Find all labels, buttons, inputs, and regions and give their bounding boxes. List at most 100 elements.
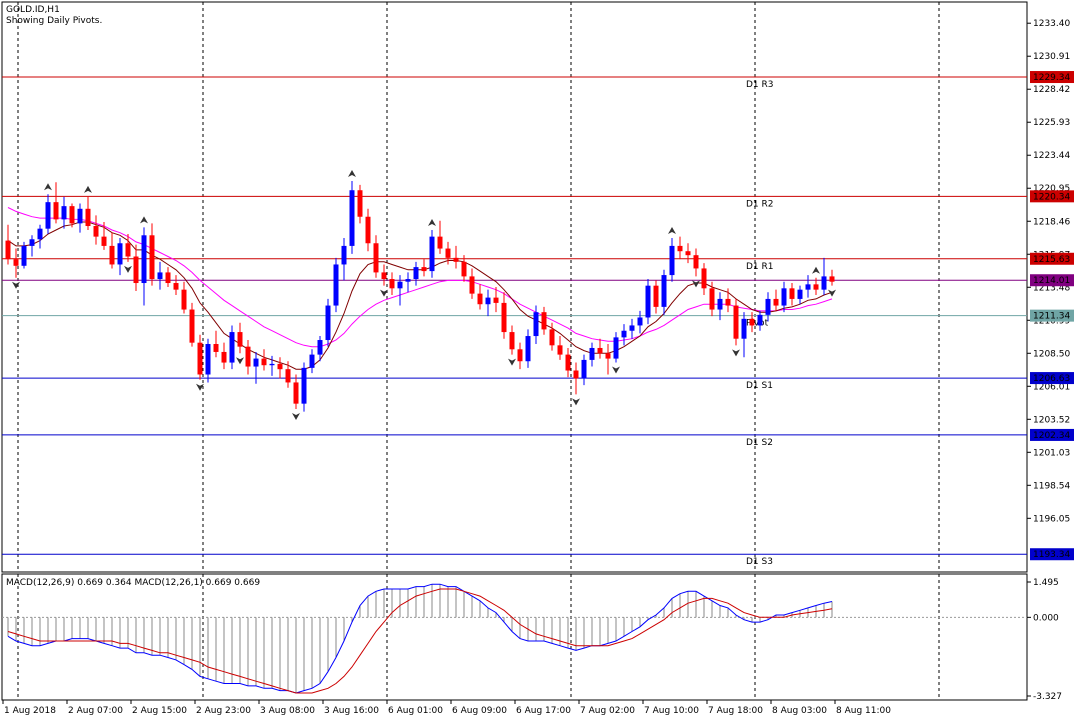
candle-body <box>109 245 115 265</box>
candle-body <box>773 298 779 306</box>
level-price-tag <box>1030 71 1074 84</box>
candle-body <box>261 358 267 366</box>
x-tick-label: 7 Aug 18:00 <box>708 706 763 716</box>
candle-body <box>221 351 227 363</box>
fractal-down-marker <box>692 280 700 288</box>
level-price-label: 1202.34 <box>1033 431 1070 441</box>
candle-body <box>757 314 763 326</box>
level-text-d1-s2: D1 S2 <box>746 438 773 448</box>
level-price-label: 1215.63 <box>1033 255 1070 265</box>
candle-body <box>117 243 123 265</box>
fractal-down-marker <box>572 398 580 406</box>
candle-body <box>581 359 587 379</box>
candle-body <box>149 235 155 280</box>
candle-body <box>597 347 603 354</box>
fractal-up-marker <box>668 226 676 234</box>
candle-body <box>805 284 811 290</box>
candle-body <box>533 312 539 337</box>
candle-body <box>45 202 51 229</box>
candle-body <box>21 245 27 266</box>
candle-body <box>325 305 331 341</box>
candle-body <box>365 216 371 244</box>
candle-body <box>469 276 475 294</box>
level-text-d1-s1: D1 S1 <box>746 381 773 391</box>
x-tick-label: 8 Aug 11:00 <box>836 706 891 716</box>
candle-body <box>429 236 435 272</box>
candle-body <box>781 288 787 306</box>
fractal-down-marker <box>196 383 204 391</box>
symbol-label: GOLD.ID,H1 <box>6 5 60 15</box>
candle-body <box>405 279 411 282</box>
candle-body <box>245 346 251 367</box>
level-price-label: 1214.01 <box>1033 276 1070 286</box>
y-tick-label: 1198.54 <box>1033 481 1070 491</box>
level-text-d1-r3: D1 R3 <box>746 80 774 90</box>
level-text-d1-r2: D1 R2 <box>746 199 774 209</box>
fractal-up-marker <box>44 183 52 191</box>
candle-body <box>613 337 619 359</box>
price-panel-frame <box>1 1 1028 573</box>
level-price-label: 1206.63 <box>1033 374 1070 384</box>
candle-body <box>413 267 419 280</box>
candle-body <box>173 283 179 290</box>
macd-signal-line <box>7 588 833 694</box>
level-price-label: 1211.34 <box>1033 312 1070 322</box>
candle-body <box>285 369 291 383</box>
candle-body <box>189 309 195 343</box>
level-price-tag <box>1030 190 1074 203</box>
candle-body <box>653 285 659 307</box>
level-price-tag <box>1030 372 1074 385</box>
candle-body <box>661 275 667 307</box>
y-tick-label: 1230.91 <box>1033 52 1070 62</box>
level-price-tag <box>1030 428 1074 441</box>
fractal-down-marker <box>828 289 836 297</box>
candle-body <box>637 317 643 326</box>
candle-body <box>381 272 387 280</box>
x-tick-label: 6 Aug 01:00 <box>388 706 443 716</box>
macd-y-tick-label: 1.495 <box>1033 578 1059 588</box>
macd-y-tick-label: -3.327 <box>1033 692 1062 702</box>
ma-slow-line <box>7 207 833 348</box>
candle-body <box>13 259 19 266</box>
x-tick-label: 2 Aug 15:00 <box>132 706 187 716</box>
level-price-label: 1220.34 <box>1033 192 1070 202</box>
x-tick-label: 1 Aug 2018 <box>4 706 56 716</box>
candle-body <box>133 256 139 284</box>
candle-body <box>525 336 531 362</box>
candle-body <box>765 298 771 315</box>
candle-body <box>93 226 99 237</box>
candle-body <box>733 305 739 339</box>
candle-body <box>541 312 547 330</box>
candle-body <box>101 236 107 246</box>
candle-body <box>789 288 795 299</box>
candle-body <box>373 243 379 273</box>
candle-body <box>253 358 259 367</box>
macd-y-tick-label: 0.000 <box>1033 613 1059 623</box>
candle-body <box>341 245 347 265</box>
y-tick-label: 1196.05 <box>1033 514 1070 524</box>
candle-body <box>453 257 459 262</box>
candle-body <box>821 276 827 290</box>
y-tick-label: 1208.50 <box>1033 349 1070 359</box>
x-tick-label: 3 Aug 16:00 <box>324 706 379 716</box>
candle-body <box>317 340 323 355</box>
candle-body <box>725 298 731 306</box>
candle-body <box>349 190 355 246</box>
candle-body <box>565 354 571 371</box>
candle-body <box>69 206 75 224</box>
candle-body <box>309 354 315 368</box>
candle-body <box>293 382 299 404</box>
candle-body <box>53 202 59 220</box>
candle-body <box>621 330 627 338</box>
candle-body <box>333 264 339 306</box>
level-text-d1-s3: D1 S3 <box>746 557 773 567</box>
candle-body <box>421 267 427 272</box>
candle-body <box>509 332 515 350</box>
candle-body <box>709 288 715 310</box>
candle-body <box>157 272 163 280</box>
candle-body <box>669 245 675 276</box>
x-tick-label: 6 Aug 09:00 <box>452 706 507 716</box>
candle-body <box>205 344 211 375</box>
